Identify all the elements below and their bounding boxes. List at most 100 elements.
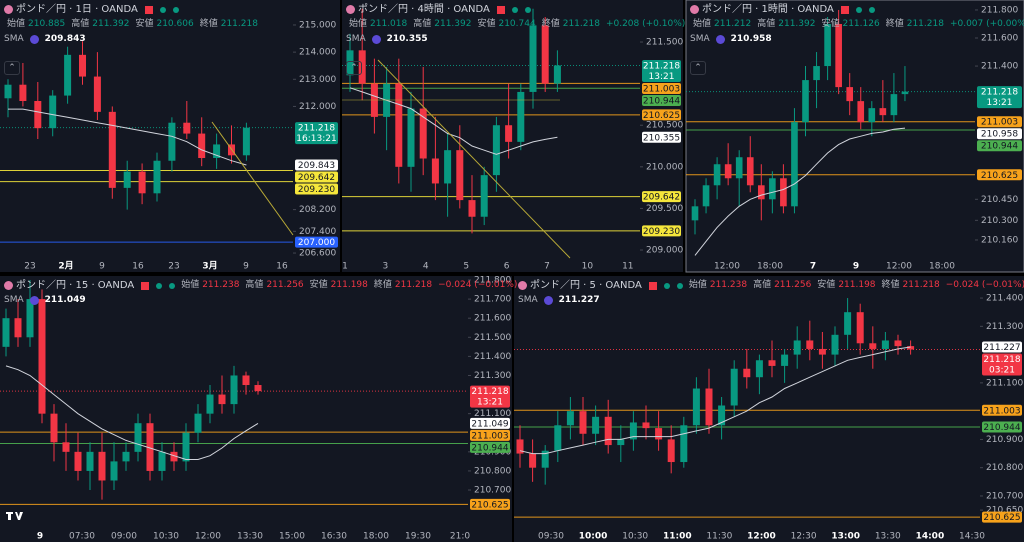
candle-body [146, 423, 154, 471]
candle-body [49, 95, 57, 129]
candle-body [768, 360, 776, 366]
time-label: 21:0 [450, 532, 470, 542]
candle-body [218, 394, 226, 405]
collapse-button[interactable]: ⌃ [346, 61, 362, 75]
logo-mark [6, 512, 23, 520]
candle-body [123, 171, 131, 188]
ohlc-label: 安値 [135, 19, 154, 29]
price-tag [470, 441, 510, 453]
time-label: 7 [810, 262, 816, 272]
time-label: 11:30 [706, 532, 732, 542]
ohlc-label: 高値 [413, 19, 432, 29]
price-tick-label: 209.500 [646, 204, 683, 214]
price-tag [470, 385, 510, 408]
price-tick-label: 208.200 [299, 205, 336, 215]
indicator-icon [371, 35, 381, 44]
candle-body [856, 312, 864, 344]
candle-body [692, 388, 700, 426]
price-tag [642, 191, 681, 203]
ohlc-label: 終値 [881, 280, 900, 290]
ohlc-value: 210.606 [156, 19, 194, 29]
time-label: 23 [168, 262, 179, 272]
status-dot [524, 6, 531, 13]
price-tag-label: 211.218 [983, 355, 1020, 365]
indicator-row: SMA 209.843 [4, 32, 258, 47]
candle-body [168, 122, 176, 161]
ohlc-label: 始値 [349, 19, 368, 29]
price-tag-label: 211.218 [298, 124, 335, 134]
price-tag [982, 404, 1022, 416]
price-tick-label: 210.700 [986, 491, 1023, 501]
price-tick-label: 211.300 [986, 322, 1023, 332]
price-tag-time: 13:21 [477, 398, 503, 408]
collapse-button[interactable]: ⌃ [4, 61, 20, 75]
time-label: 10:30 [153, 532, 179, 542]
time-label: 10 [582, 262, 594, 272]
price-tag-label: 209.230 [643, 227, 680, 237]
candle-body [894, 340, 902, 347]
price-tick-label: 211.100 [986, 378, 1023, 388]
candle-body [818, 348, 826, 355]
time-label: 23 [24, 262, 35, 272]
price-tag-label: 210.625 [981, 171, 1018, 181]
candle-body [529, 453, 537, 468]
ohlc-row: 始値 211.018 高値 211.392 安値 210.744 終値 211.218 +0.2… [346, 17, 685, 32]
ohlc-value: 211.218 [562, 19, 600, 29]
ohlc-value: 211.218 [394, 280, 433, 290]
price-tag-label: 211.218 [643, 61, 680, 71]
price-tag [977, 116, 1022, 128]
candle-body [857, 101, 865, 123]
status-dot [663, 282, 670, 289]
time-label: 11 [622, 262, 633, 272]
panel-background [0, 276, 512, 542]
candle-body [64, 54, 72, 96]
candle-body [824, 23, 831, 67]
candle-body [242, 127, 250, 156]
candle-body [554, 425, 562, 451]
ohlc-label: 高値 [757, 19, 776, 29]
legend: ポンド／円 · 15 · OANDA 始値 211.238 高値 211.256 安値 21… [4, 278, 517, 308]
ohlc-value: 211.212 [714, 19, 752, 29]
candle-body [14, 318, 22, 338]
candle-body [395, 83, 403, 167]
ohlc-label: 始値 [693, 19, 712, 29]
price-tag [982, 353, 1022, 376]
time-label: 9 [243, 262, 249, 272]
price-tick-label: 210.650 [986, 506, 1023, 516]
candle-body [791, 122, 798, 207]
time-label: 18:00 [929, 262, 955, 272]
price-tick-label: 210.450 [981, 195, 1018, 205]
price-tag-label: 211.218 [981, 88, 1018, 98]
candle-body [907, 346, 915, 350]
price-tag-label: 210.944 [643, 96, 680, 106]
price-tag [295, 159, 338, 171]
price-tick-label: 210.800 [474, 466, 511, 476]
price-tick-label: 210.160 [981, 235, 1018, 245]
price-tick-label: 210.700 [474, 486, 511, 496]
price-tick-label: 207.400 [299, 227, 336, 237]
indicator-icon [715, 35, 725, 44]
candle-body [86, 451, 94, 471]
price-tick-label: 210.300 [981, 216, 1018, 226]
candle-body [110, 461, 118, 481]
time-label: 12:00 [747, 532, 776, 542]
time-label: 09:00 [111, 532, 137, 542]
price-tag-label: 210.355 [643, 133, 680, 143]
price-tag [642, 109, 681, 121]
ohlc-value: 211.198 [330, 280, 368, 290]
candle-body [702, 185, 710, 207]
indicator-icon [29, 296, 39, 305]
candle-body [153, 160, 161, 194]
legend-title-row: ポンド／円 · 4時間 · OANDA [346, 2, 685, 17]
collapse-button[interactable]: ⌃ [690, 61, 706, 75]
ohlc-value: 211.392 [434, 19, 472, 29]
time-label: 13:30 [237, 532, 263, 542]
candle-body [93, 76, 101, 112]
legend: ポンド／円 · 4時間 · OANDA 始値 211.018 高値 211.392 安値 2… [346, 2, 685, 76]
candle-body [213, 144, 221, 159]
candle-body [468, 200, 476, 217]
candle-body [19, 84, 27, 101]
price-tick-label: 210.000 [646, 162, 683, 172]
candle-body [108, 111, 116, 188]
